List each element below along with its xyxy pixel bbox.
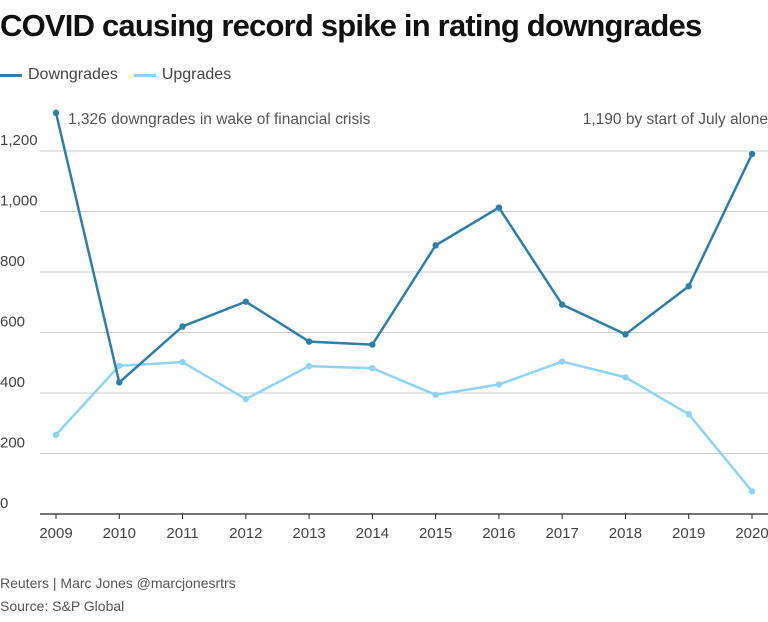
data-point-downgrades bbox=[495, 204, 503, 211]
footer-credit: Reuters | Marc Jones @marcjonesrtrs bbox=[0, 575, 236, 591]
data-point-upgrades bbox=[432, 391, 439, 399]
data-point-downgrades bbox=[369, 341, 376, 348]
data-point-downgrades bbox=[432, 242, 439, 249]
x-tick-label: 2014 bbox=[356, 525, 389, 542]
x-tick-label: 2015 bbox=[419, 525, 452, 542]
series-lines bbox=[52, 109, 756, 495]
legend-item-downgrades: Downgrades bbox=[0, 66, 118, 84]
legend-label-downgrades: Downgrades bbox=[28, 66, 118, 83]
x-tick-label: 2018 bbox=[609, 525, 642, 542]
data-point-downgrades bbox=[179, 323, 186, 330]
y-tick-label: 0 bbox=[0, 495, 8, 512]
y-tick-label: 1,200 bbox=[0, 132, 38, 149]
data-point-upgrades bbox=[622, 374, 629, 381]
x-tick-label: 2020 bbox=[735, 525, 768, 542]
y-tick-label: 800 bbox=[0, 253, 25, 270]
annotation-financial-crisis: 1,326 downgrades in wake of financial cr… bbox=[68, 111, 371, 128]
series-line-downgrades bbox=[54, 112, 754, 384]
data-point-downgrades bbox=[305, 338, 313, 345]
y-tick-label: 1,000 bbox=[0, 193, 38, 210]
y-axis-tick-labels: 0 200 400 600 800 1,000 1,200 bbox=[0, 132, 38, 512]
data-point-upgrades bbox=[52, 431, 60, 438]
y-tick-label: 600 bbox=[0, 314, 25, 331]
data-point-downgrades bbox=[622, 331, 629, 338]
x-axis: 2009 2010 2011 2012 2013 2014 2015 2016 2017 2018… bbox=[39, 513, 768, 542]
y-tick-label: 200 bbox=[0, 435, 25, 452]
data-point-upgrades bbox=[242, 395, 250, 403]
x-tick-label: 2012 bbox=[229, 525, 262, 542]
data-point-downgrades bbox=[685, 283, 692, 290]
data-point-downgrades bbox=[242, 298, 250, 305]
data-point-upgrades bbox=[558, 358, 566, 365]
line-chart: 0 200 400 600 800 1,000 1,200 2009 2010 2011 2012… bbox=[0, 109, 768, 542]
data-point-downgrades bbox=[52, 109, 60, 117]
data-point-upgrades bbox=[305, 362, 313, 370]
data-point-upgrades bbox=[748, 488, 756, 495]
x-tick-label: 2019 bbox=[672, 525, 705, 542]
x-tick-label: 2017 bbox=[545, 525, 578, 542]
legend: Downgrades Upgrades bbox=[0, 66, 247, 84]
data-point-upgrades bbox=[369, 364, 376, 372]
y-tick-label: 400 bbox=[0, 374, 25, 391]
legend-label-upgrades: Upgrades bbox=[161, 66, 232, 83]
data-point-downgrades bbox=[558, 301, 566, 308]
data-point-upgrades bbox=[179, 358, 186, 366]
legend-item-upgrades: Upgrades bbox=[133, 66, 232, 84]
x-tick-label: 2013 bbox=[292, 525, 325, 542]
x-tick-label: 2011 bbox=[166, 525, 198, 542]
series-line-upgrades bbox=[55, 360, 753, 493]
gridlines bbox=[40, 150, 768, 454]
data-point-upgrades bbox=[685, 410, 692, 418]
legend-swatch-upgrades bbox=[133, 73, 156, 77]
data-point-downgrades bbox=[748, 150, 756, 158]
legend-swatch-downgrades bbox=[0, 73, 22, 77]
annotation-july-2020: 1,190 by start of July alone bbox=[583, 111, 768, 128]
x-tick-label: 2016 bbox=[482, 525, 515, 542]
data-point-upgrades bbox=[116, 362, 123, 369]
chart-title: COVID causing record spike in rating dow… bbox=[0, 8, 702, 43]
footer-source: Source: S&P Global bbox=[0, 598, 125, 614]
x-tick-label: 2009 bbox=[39, 525, 72, 542]
x-tick-label: 2010 bbox=[103, 525, 136, 542]
data-point-upgrades bbox=[495, 381, 503, 388]
data-point-downgrades bbox=[116, 379, 123, 386]
